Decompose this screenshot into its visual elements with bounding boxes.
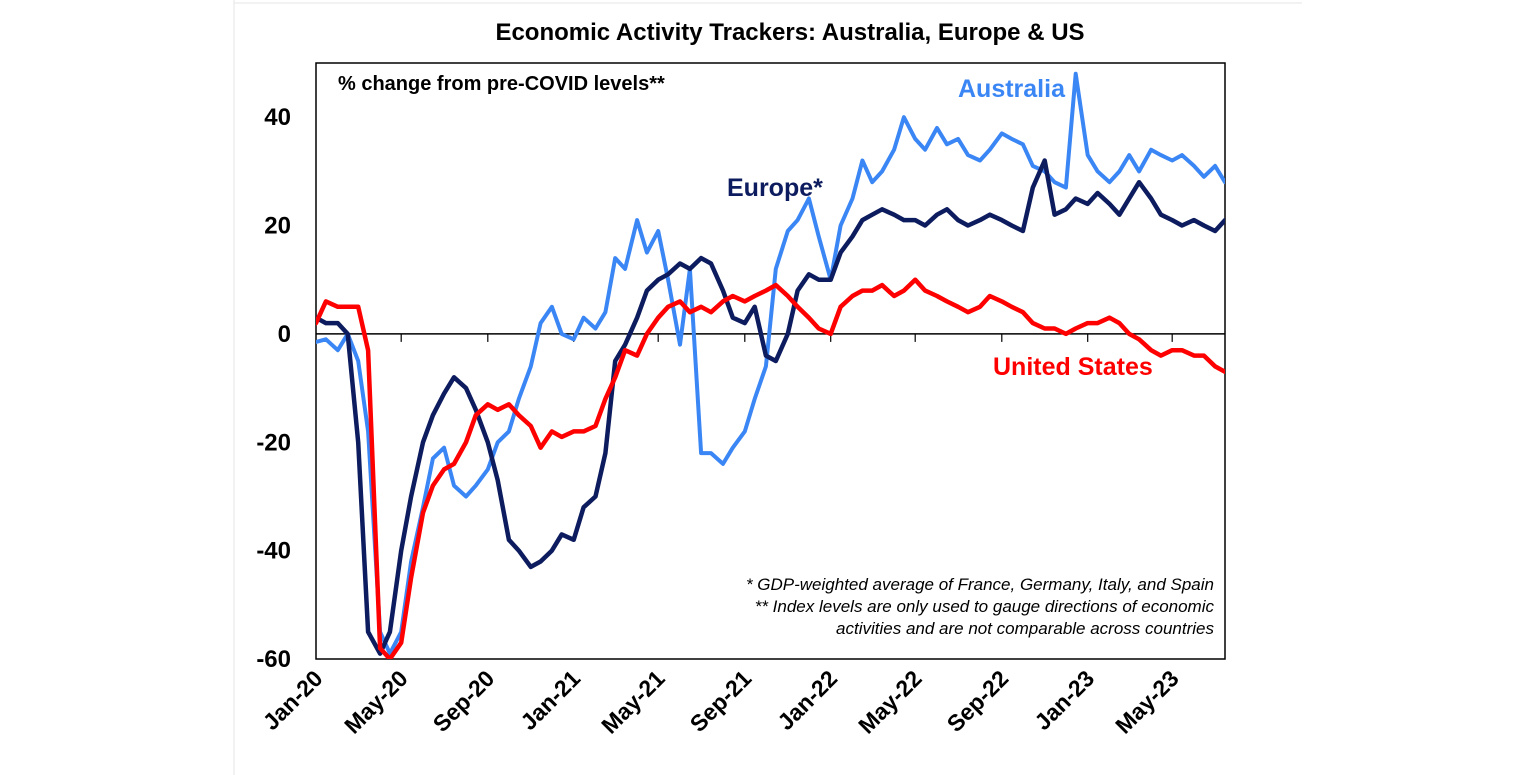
series-line-europe (316, 158, 1225, 656)
x-tick-label: Sep-20 (428, 665, 500, 737)
y-tick-label: 40 (264, 104, 291, 131)
x-tick-label: Sep-21 (685, 665, 757, 737)
chart-title: Economic Activity Trackers: Australia, E… (495, 19, 1084, 46)
footnote-2: ** Index levels are only used to gauge d… (755, 597, 1215, 616)
series-line-australia (316, 71, 1225, 656)
series-layer (316, 71, 1225, 659)
footnote-1: * GDP-weighted average of France, German… (746, 575, 1214, 594)
x-tick-label: Jan-23 (1029, 665, 1099, 735)
y-tick-label: 20 (264, 213, 291, 240)
x-tick-label: Jan-21 (515, 665, 585, 735)
x-tick-label: May-21 (596, 665, 670, 739)
y-axis: -60 -40 -20 0 20 40 (256, 104, 291, 673)
x-tick-label: May-20 (339, 665, 413, 739)
y-tick-label: -20 (256, 429, 291, 456)
series-label-australia: Australia (958, 75, 1066, 103)
x-tick-label: Jan-22 (772, 665, 842, 735)
x-tick-label: May-22 (853, 665, 927, 739)
y-tick-label: 0 (278, 321, 291, 348)
x-tick-label: Jan-20 (258, 665, 328, 735)
footnote-3: activities and are not comparable across… (836, 619, 1214, 638)
x-tick-label: Sep-22 (942, 665, 1014, 737)
x-tick-label: May-23 (1110, 665, 1184, 739)
y-tick-label: -60 (256, 646, 291, 673)
plot-area (315, 62, 1226, 660)
y-tick-label: -40 (256, 538, 291, 565)
chart-subtitle: % change from pre-COVID levels** (338, 73, 665, 95)
series-line-us (316, 277, 1225, 659)
series-label-europe: Europe* (727, 174, 823, 202)
series-label-us: United States (993, 353, 1153, 381)
